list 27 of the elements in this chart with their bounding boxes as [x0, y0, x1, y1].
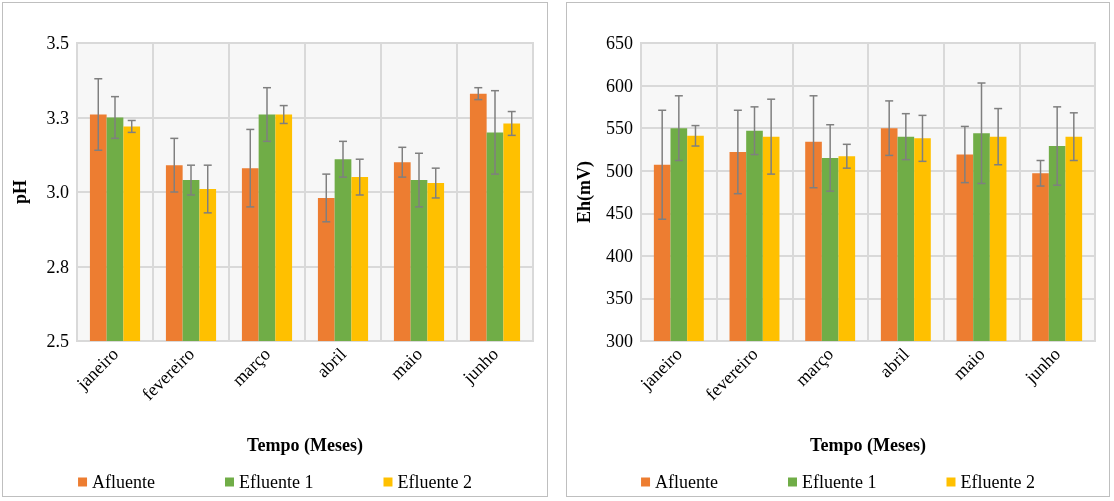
y-tick-label: 3.3 [46, 107, 69, 128]
legend-label: Efluente 1 [239, 472, 314, 492]
y-tick-label: 3.0 [46, 182, 69, 202]
x-tick-label: abril [875, 343, 913, 382]
y-axis-title: Eh(mV) [574, 161, 595, 223]
y-tick-label: 2.5 [46, 331, 69, 351]
y-tick-label: 500 [606, 160, 633, 181]
legend-label: Efluente 2 [960, 472, 1035, 492]
y-tick-label: 600 [606, 75, 633, 96]
y-axis-title: pH [10, 179, 30, 205]
x-tick-label: maio [949, 343, 989, 384]
y-tick-label: 300 [606, 331, 633, 351]
x-tick-label: maio [386, 343, 427, 384]
x-axis-title: Tempo (Meses) [247, 435, 363, 456]
y-tick-label: 450 [606, 203, 633, 224]
legend-label: Afluente [655, 472, 719, 492]
y-tick-label: 3.5 [46, 33, 69, 53]
y-tick-label: 2.8 [46, 256, 69, 277]
legend-label: Afluente [92, 472, 156, 492]
y-tick-label: 400 [606, 245, 633, 266]
legend-label: Efluente 2 [397, 472, 472, 492]
x-tick-label: abril [312, 343, 351, 382]
y-tick-label: 650 [606, 33, 633, 53]
x-axis-title: Tempo (Meses) [810, 435, 926, 456]
legend-label: Efluente 1 [802, 472, 877, 492]
y-tick-label: 550 [606, 118, 633, 139]
y-tick-label: 350 [606, 288, 633, 309]
